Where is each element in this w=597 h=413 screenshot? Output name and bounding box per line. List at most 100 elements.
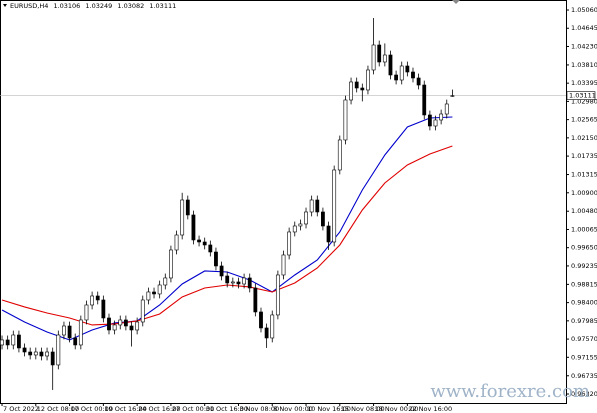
candle-body xyxy=(84,304,89,321)
candle-body xyxy=(433,119,438,127)
header: EURUSD,H4 1.03106 1.03249 1.03082 1.0311… xyxy=(10,2,176,10)
candle-body xyxy=(259,311,263,329)
candle-body xyxy=(174,234,179,251)
y-tick-label: 1.02150 xyxy=(571,134,597,142)
candle-body xyxy=(264,327,269,339)
y-tick-label: 0.96320 xyxy=(571,390,597,398)
candle-body xyxy=(326,225,331,243)
x-tick-label: 17 Oct 00:00 xyxy=(71,405,113,413)
y-tick-label: 1.02565 xyxy=(571,116,597,124)
candle-body xyxy=(152,291,156,295)
candle-body xyxy=(337,139,342,171)
candle-body xyxy=(129,325,134,331)
candle-body xyxy=(321,211,325,227)
candle-body xyxy=(11,334,16,346)
x-tick-label: 18 Nov 00:00 xyxy=(375,405,419,413)
candle-body xyxy=(287,231,292,256)
y-tick-label: 1.01735 xyxy=(571,152,597,160)
x-tick-label: 24 Oct 16:00 xyxy=(138,405,180,413)
candle-body xyxy=(135,321,140,331)
candle-body xyxy=(450,95,455,97)
x-tick-label: 3 Nov 08:00 xyxy=(239,405,279,413)
candle-body xyxy=(180,199,185,236)
y-tick-label: 1.04230 xyxy=(571,42,597,50)
candle-body xyxy=(123,319,128,327)
candle-body xyxy=(219,265,224,277)
candle-body xyxy=(281,254,286,276)
candle-body xyxy=(354,81,359,89)
candle-body xyxy=(50,351,55,366)
current-price-label: 1.03111 xyxy=(569,92,596,100)
y-tick-label: 0.97985 xyxy=(571,317,597,325)
x-tick-label: 8 Nov 00:00 xyxy=(273,405,313,413)
candle-body xyxy=(360,87,365,91)
symbol-menu-arrow[interactable] xyxy=(3,4,7,7)
y-tick-label: 0.97570 xyxy=(571,335,597,343)
y-tick-label: 1.05060 xyxy=(571,6,597,14)
x-tick-label: 22 Nov 16:00 xyxy=(408,405,452,413)
candle-body xyxy=(225,275,230,284)
candle-body xyxy=(275,274,280,316)
candle-body xyxy=(371,44,376,71)
candle-body xyxy=(298,223,303,227)
candle-body xyxy=(169,249,173,279)
y-tick-label: 1.02980 xyxy=(571,97,597,105)
candle-body xyxy=(382,54,387,63)
candle-body xyxy=(416,77,421,86)
candle-body xyxy=(39,351,44,357)
header-close: 1.03111 xyxy=(149,2,176,10)
candle-body xyxy=(411,71,415,79)
candle-body xyxy=(253,287,258,313)
candle-body xyxy=(90,295,95,306)
candle-body xyxy=(107,317,111,331)
candle-body xyxy=(366,69,370,91)
candle-body xyxy=(0,339,4,346)
candle-body xyxy=(242,277,246,285)
y-tick-label: 0.99650 xyxy=(571,244,597,252)
candle-body xyxy=(422,84,427,116)
y-tick-label: 0.96735 xyxy=(571,372,597,380)
candle-body xyxy=(191,214,196,241)
x-tick-label: 19 Oct 16:00 xyxy=(104,405,146,413)
header-low: 1.03082 xyxy=(117,2,144,10)
candle-body xyxy=(45,351,49,357)
candle-body xyxy=(56,334,61,366)
candle-body xyxy=(315,199,320,213)
candle-body xyxy=(5,339,10,346)
candle-body xyxy=(394,74,398,81)
candle-body xyxy=(22,347,27,353)
watermark: www.forexre.com xyxy=(430,381,590,402)
candle-body xyxy=(304,211,308,225)
candle-body xyxy=(202,241,207,246)
candle-body xyxy=(73,337,78,346)
candle-body xyxy=(343,99,348,141)
candle-body xyxy=(28,351,33,356)
y-tick-label: 1.00480 xyxy=(571,207,597,215)
candle-body xyxy=(17,334,21,349)
candle-body xyxy=(140,299,145,323)
candle-body xyxy=(247,277,252,289)
candle-body xyxy=(62,325,66,336)
candle-body xyxy=(377,44,382,63)
y-tick-label: 1.03395 xyxy=(571,79,597,87)
candle-body xyxy=(427,114,432,127)
y-tick-label: 1.00900 xyxy=(571,189,597,197)
x-tick-label: 10 Nov 16:00 xyxy=(307,405,351,413)
candle-body xyxy=(388,54,393,76)
candle-body xyxy=(33,351,38,356)
candle-body xyxy=(208,244,213,253)
candle-body xyxy=(118,319,123,326)
y-tick-label: 0.98400 xyxy=(571,299,597,307)
y-tick-label: 1.04645 xyxy=(571,24,597,32)
candle-body xyxy=(236,281,241,285)
candle-body xyxy=(230,281,235,284)
x-tick-label: 15 Nov 08:00 xyxy=(341,405,385,413)
candle-body xyxy=(95,295,100,301)
x-tick-label: 31 Oct 16:00 xyxy=(206,405,248,413)
candle-body xyxy=(101,299,106,319)
candle-body xyxy=(444,103,449,115)
chart-shift-marker[interactable] xyxy=(452,0,460,4)
y-tick-label: 0.97155 xyxy=(571,353,597,361)
